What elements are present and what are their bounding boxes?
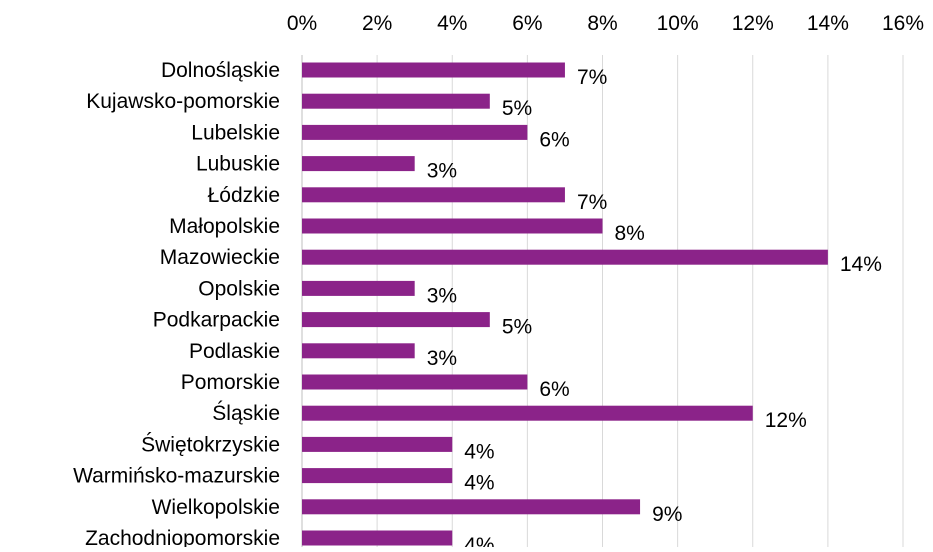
data-label: 5% — [502, 97, 532, 120]
data-label: 4% — [464, 440, 494, 463]
bar — [302, 405, 753, 421]
data-label: 14% — [840, 253, 882, 276]
data-label: 3% — [427, 347, 457, 370]
x-tick-label: 14% — [807, 12, 849, 35]
bar — [302, 343, 415, 359]
data-label: 4% — [464, 472, 494, 495]
data-label: 3% — [427, 284, 457, 307]
bar — [302, 312, 490, 328]
data-label: 5% — [502, 316, 532, 339]
x-tick-label: 16% — [882, 12, 924, 35]
bar — [302, 156, 415, 172]
data-label: 6% — [539, 378, 569, 401]
bar — [302, 62, 565, 78]
category-label: Pomorskie — [181, 371, 280, 394]
bar — [302, 436, 453, 452]
data-label: 7% — [577, 66, 607, 89]
category-label: Zachodniopomorskie — [85, 527, 280, 547]
category-label: Lubuskie — [196, 153, 280, 176]
category-label: Łódzkie — [208, 184, 280, 207]
bar — [302, 187, 565, 203]
category-label: Kujawsko-pomorskie — [86, 90, 280, 113]
category-labels: Dolnośląskie Kujawsko-pomorskie Lubelskie L… — [73, 59, 280, 550]
bars — [302, 62, 828, 546]
x-tick-label: 2% — [362, 12, 392, 35]
bar — [302, 499, 641, 515]
x-tick-label: 4% — [437, 12, 467, 35]
category-label: Podkarpackie — [153, 309, 280, 332]
bar — [302, 249, 828, 265]
category-label: Warmińsko-mazurskie — [73, 465, 280, 488]
data-label: 3% — [427, 160, 457, 183]
bar — [302, 530, 453, 546]
category-label: Mazowieckie — [160, 246, 280, 269]
bar — [302, 93, 490, 109]
bar — [302, 374, 528, 390]
x-tick-label: 10% — [657, 12, 699, 35]
x-axis-ticks: 0% 2% 4% 6% 8% 10% 12% 14% 16% — [287, 12, 924, 35]
bar — [302, 468, 453, 484]
data-label: 7% — [577, 191, 607, 214]
category-label: Małopolskie — [169, 215, 280, 238]
category-label: Świętokrzyskie — [141, 432, 280, 456]
data-labels: 7% 5% 6% 3% 7% 8% 14% 3% 5% 3% 6% 12% 4% 4% 9% 4% — [427, 66, 882, 552]
bar — [302, 280, 415, 296]
x-tick-label: 6% — [512, 12, 542, 35]
category-label: Podlaskie — [189, 340, 280, 363]
x-tick-label: 12% — [732, 12, 774, 35]
data-label: 8% — [615, 222, 645, 245]
x-tick-label: 8% — [587, 12, 617, 35]
category-label: Wielkopolskie — [152, 496, 280, 519]
data-label: 6% — [539, 128, 569, 151]
data-label: 12% — [765, 409, 807, 432]
category-label: Śląskie — [212, 401, 280, 425]
category-label: Dolnośląskie — [161, 59, 280, 82]
category-label: Opolskie — [198, 277, 280, 300]
data-label: 4% — [464, 534, 494, 547]
category-label: Lubelskie — [191, 121, 280, 144]
data-label: 9% — [652, 503, 682, 526]
bar — [302, 124, 528, 140]
x-tick-label: 0% — [287, 12, 317, 35]
bar — [302, 218, 603, 234]
